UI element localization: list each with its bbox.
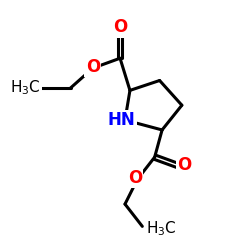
Text: $\mathsf{H_3C}$: $\mathsf{H_3C}$ [146, 220, 177, 238]
Text: HN: HN [108, 111, 135, 129]
Text: $\mathsf{H_3C}$: $\mathsf{H_3C}$ [10, 78, 41, 97]
Text: O: O [113, 18, 127, 36]
Text: O: O [177, 156, 192, 174]
Text: O: O [128, 169, 142, 187]
Text: O: O [86, 58, 100, 76]
